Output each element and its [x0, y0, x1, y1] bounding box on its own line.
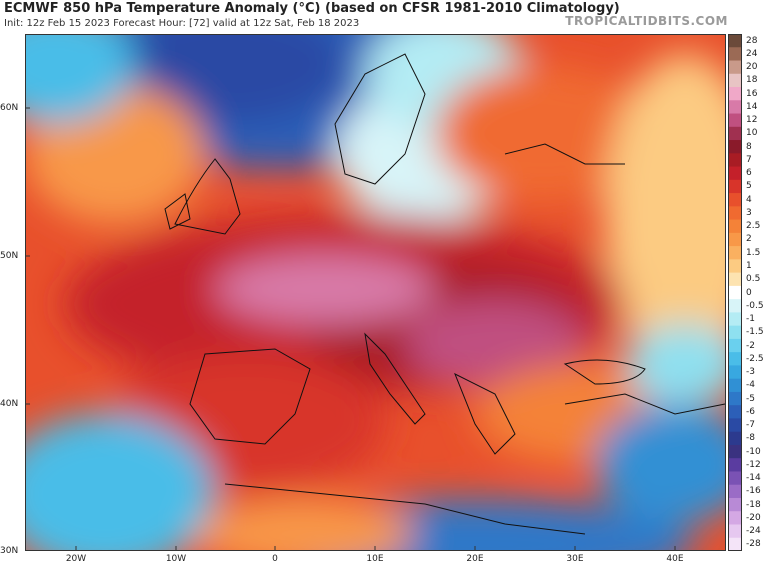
colorbar-label: -18: [746, 499, 761, 510]
colorbar-swatch: [728, 272, 742, 287]
colorbar-label: 12: [746, 115, 758, 126]
colorbar-swatch: [728, 405, 742, 419]
colorbar-label: -14: [746, 473, 761, 484]
colorbar-label: 10: [746, 128, 758, 139]
colorbar-label: -1.5: [746, 327, 764, 338]
colorbar-label: 6: [746, 168, 752, 179]
coastlines: [164, 53, 726, 535]
colorbar-label: 16: [746, 88, 758, 99]
colorbar-swatch: [728, 232, 742, 247]
colorbar-swatch: [728, 47, 742, 62]
colorbar-swatch: [728, 73, 742, 88]
colorbar-label: 4: [746, 194, 752, 205]
colorbar-swatch: [728, 166, 742, 181]
colorbar-swatch: [728, 246, 742, 260]
colorbar-swatch: [728, 418, 742, 433]
colorbar-swatch: [728, 458, 742, 472]
map-title: ECMWF 850 hPa Temperature Anomaly (°C) (…: [4, 1, 620, 16]
colorbar-label: 1: [746, 260, 752, 271]
colorbar-swatch: [728, 153, 742, 168]
colorbar-swatch: [728, 444, 742, 459]
colorbar-swatch: [728, 378, 742, 393]
colorbar-swatch: [728, 140, 742, 154]
colorbar-label: -16: [746, 486, 761, 497]
colorbar-label: 14: [746, 101, 758, 112]
lat-label-30n: 30N: [0, 546, 19, 556]
brand-watermark: TROPICALTIDBITS.COM: [565, 14, 728, 28]
colorbar-label: 7: [746, 154, 752, 165]
lon-label-20e: 20E: [466, 554, 484, 564]
colorbar-label: 28: [746, 35, 758, 46]
header: ECMWF 850 hPa Temperature Anomaly (°C) (…: [0, 0, 768, 34]
colorbar-label: 24: [746, 48, 758, 59]
colorbar-swatch: [728, 312, 742, 327]
colorbar-swatch: [728, 325, 742, 340]
lon-label-0: 0: [272, 554, 278, 564]
colorbar-label: -4: [746, 380, 755, 391]
colorbar-label: 2.5: [746, 221, 761, 232]
colorbar-swatch: [728, 299, 742, 313]
colorbar-label: -8: [746, 433, 755, 444]
colorbar-label: -28: [746, 539, 761, 550]
colorbar-label: 0: [746, 287, 752, 298]
colorbar-swatch: [728, 87, 742, 101]
colorbar-swatch: [728, 391, 742, 406]
colorbar-swatch: [728, 431, 742, 446]
colorbar-swatch: [728, 179, 742, 194]
colorbar-swatch: [728, 537, 742, 551]
colorbar-label: 1.5: [746, 247, 761, 258]
colorbar-label: -1: [746, 314, 755, 324]
colorbar-swatch: [728, 113, 742, 128]
colorbar-label: 2: [746, 234, 752, 245]
colorbar-swatch: [728, 34, 742, 48]
colorbar-label: 0.5: [746, 274, 761, 285]
colorbar-swatch: [728, 219, 742, 234]
colorbar-swatch: [728, 524, 742, 539]
colorbar-swatch: [728, 60, 742, 75]
colorbar-label: 8: [746, 141, 752, 152]
colorbar-swatch: [728, 126, 742, 141]
lon-label-10e: 10E: [366, 554, 384, 564]
colorbar-swatch: [728, 206, 742, 221]
colorbar-label: -0.5: [746, 300, 764, 311]
lon-label-40e: 40E: [666, 554, 684, 564]
colorbar-label: 3: [746, 207, 752, 218]
colorbar: [728, 34, 742, 551]
colorbar-swatch: [728, 471, 742, 486]
colorbar-label: -10: [746, 446, 761, 457]
map-frame: [25, 34, 726, 551]
colorbar-swatch: [728, 259, 742, 274]
colorbar-swatch: [728, 511, 742, 525]
colorbar-label: -3: [746, 367, 755, 378]
lon-label-10w: 10W: [165, 554, 187, 564]
colorbar-swatch: [728, 352, 742, 366]
colorbar-label: 5: [746, 181, 752, 192]
colorbar-label: -20: [746, 512, 761, 523]
colorbar-label: -24: [746, 526, 761, 537]
lat-label-50n: 50N: [0, 251, 19, 261]
colorbar-swatch: [728, 193, 742, 207]
anomaly-map: [25, 34, 726, 551]
lon-label-20w: 20W: [65, 554, 87, 564]
colorbar-label: -2: [746, 340, 755, 351]
colorbar-label: -7: [746, 420, 755, 431]
map-subtitle: Init: 12z Feb 15 2023 Forecast Hour: [72…: [4, 18, 360, 29]
colorbar-swatch: [728, 484, 742, 499]
colorbar-label: -5: [746, 393, 755, 404]
anomaly-fill: [25, 34, 726, 551]
colorbar-label: -2.5: [746, 353, 764, 364]
colorbar-label: 18: [746, 75, 758, 86]
colorbar-swatch: [728, 497, 742, 512]
colorbar-frame: [728, 34, 742, 551]
lat-label-40n: 40N: [0, 399, 19, 409]
colorbar-label: -12: [746, 459, 761, 470]
colorbar-label: 20: [746, 62, 758, 73]
colorbar-swatch: [728, 365, 742, 380]
colorbar-swatch: [728, 338, 742, 353]
lat-label-60n: 60N: [0, 103, 19, 113]
lon-label-30e: 30E: [566, 554, 584, 564]
colorbar-swatch: [728, 100, 742, 115]
colorbar-label: -6: [746, 406, 755, 417]
colorbar-swatch: [728, 285, 742, 300]
